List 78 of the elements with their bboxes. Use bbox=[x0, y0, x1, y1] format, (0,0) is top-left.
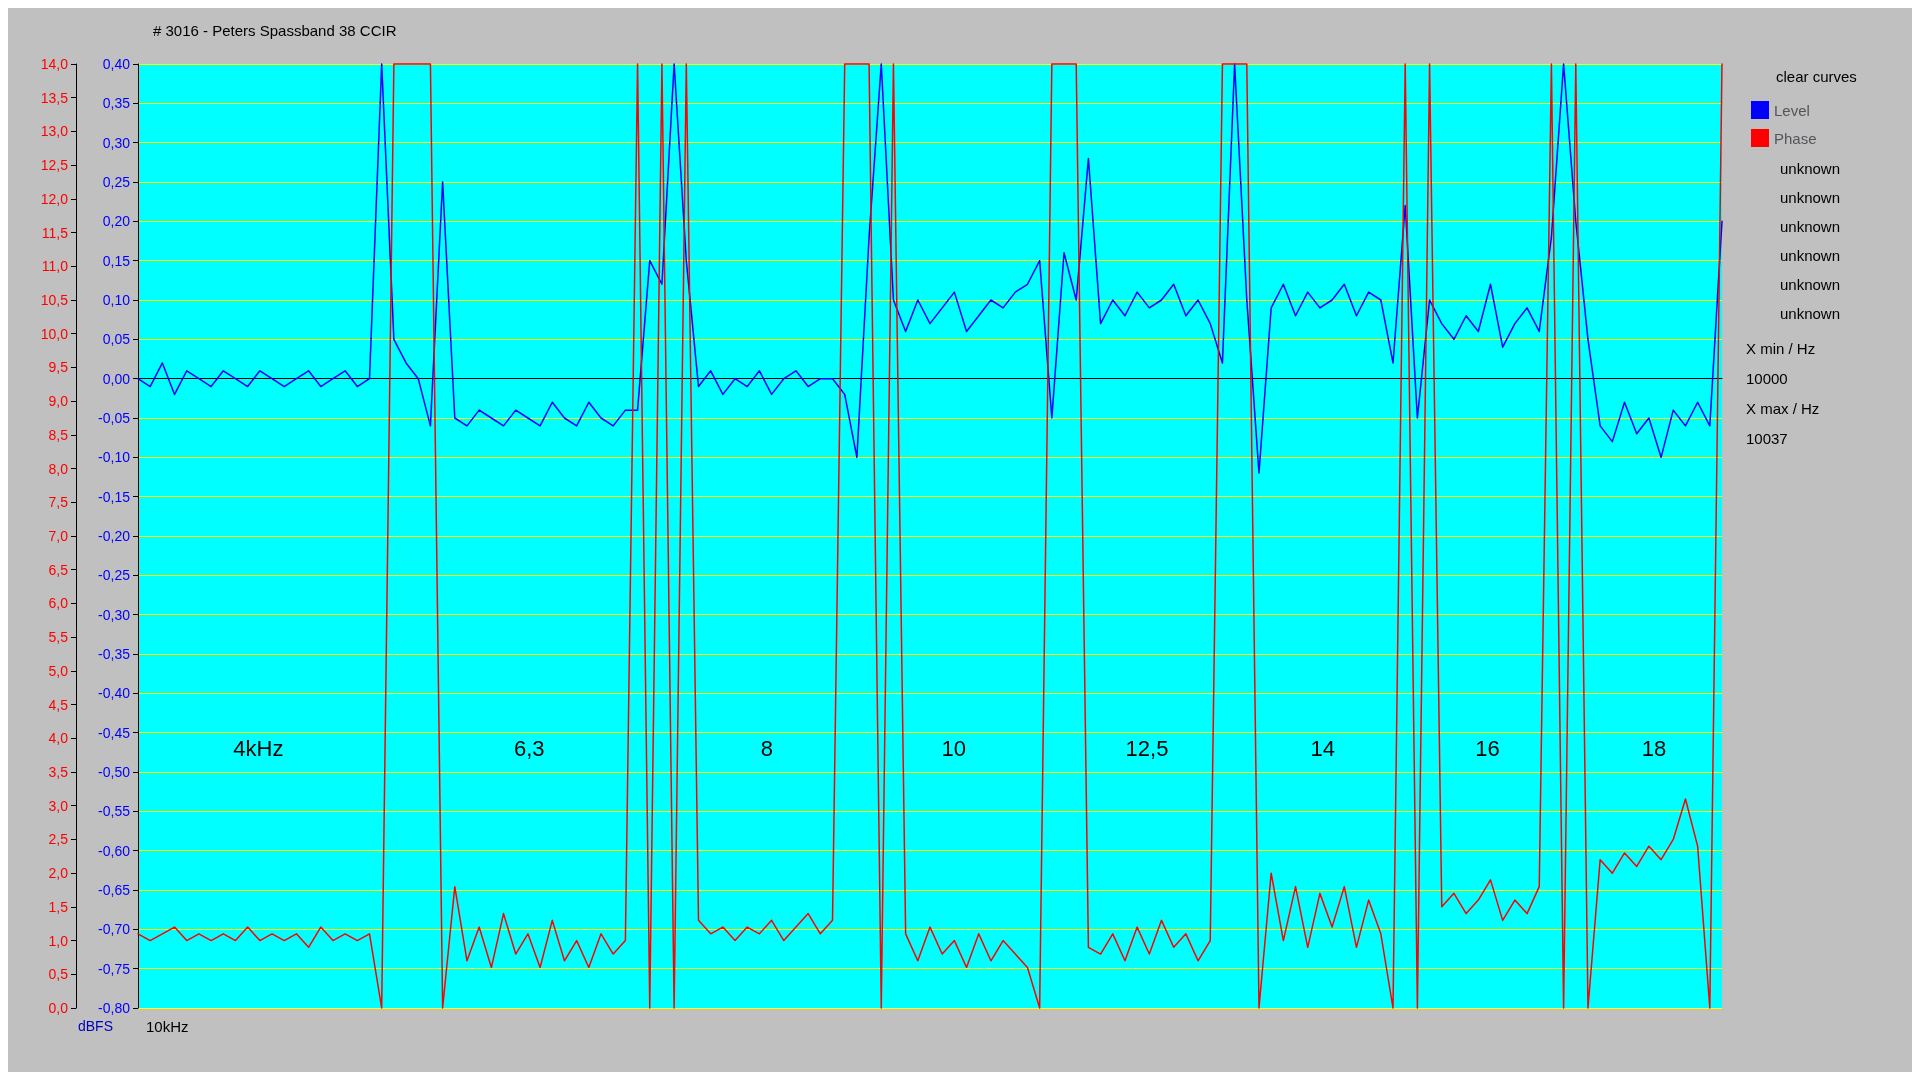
y2-tick-label: 3,5 bbox=[48, 764, 69, 780]
text: unknown bbox=[1780, 159, 1841, 177]
text: unknown bbox=[1780, 275, 1841, 293]
annotation: 14 bbox=[1310, 735, 1336, 761]
text: unknown bbox=[1780, 188, 1841, 206]
y-tick-label: -0,45 bbox=[98, 724, 131, 741]
y-tick-label: -0,15 bbox=[98, 488, 131, 505]
y-tick-label: 0,25 bbox=[102, 174, 131, 190]
annotation: 4kHz bbox=[233, 735, 284, 761]
text: unknown bbox=[1780, 304, 1841, 322]
annotation: 6,3 bbox=[513, 735, 545, 761]
y-tick-label: -0,35 bbox=[98, 646, 131, 662]
y-tick-label: -0,60 bbox=[98, 842, 131, 859]
y-tick-label: 0,30 bbox=[102, 134, 131, 151]
annotation: 8 bbox=[760, 735, 773, 761]
y-tick-label: 0,20 bbox=[102, 213, 131, 230]
y-tick-label: -0,70 bbox=[98, 921, 131, 938]
y-tick-label: -0,05 bbox=[98, 410, 131, 426]
text: unknown bbox=[1780, 217, 1841, 235]
y-tick-label: 0,40 bbox=[102, 56, 131, 72]
y-tick-label: -0,50 bbox=[98, 764, 131, 780]
y2-tick-label: 3,0 bbox=[48, 797, 69, 814]
y2-tick-label: 13,0 bbox=[40, 123, 69, 140]
y2-tick-label: 11,5 bbox=[41, 224, 69, 241]
y2-tick-label: 2,0 bbox=[48, 865, 69, 882]
y2-tick-label: 6,0 bbox=[48, 595, 69, 612]
y2-tick-label: 10,0 bbox=[40, 325, 69, 342]
text: X max / Hz bbox=[1746, 399, 1820, 417]
y2-tick-label: 13,5 bbox=[40, 89, 69, 106]
y2-tick-label: 5,5 bbox=[48, 629, 69, 646]
y-tick-label: -0,80 bbox=[98, 1000, 131, 1016]
y2-tick-label: 4,5 bbox=[48, 696, 69, 713]
y2-tick-label: 1,0 bbox=[48, 932, 69, 949]
y-tick-label: 0,00 bbox=[102, 370, 131, 387]
text: 10037 bbox=[1746, 429, 1788, 447]
y-axis-title: dBFS bbox=[78, 1018, 114, 1034]
text: 10kHz bbox=[146, 1017, 189, 1035]
y-tick-label: 0,15 bbox=[102, 252, 131, 269]
y2-tick-label: 7,5 bbox=[48, 494, 69, 511]
y2-tick-label: 7,0 bbox=[48, 528, 69, 544]
y2-tick-label: 5,0 bbox=[48, 662, 69, 679]
y2-tick-label: 8,5 bbox=[48, 426, 69, 443]
annotation: 18 bbox=[1641, 735, 1667, 761]
y2-tick-label: 11,0 bbox=[41, 258, 69, 275]
text: unknown bbox=[1780, 246, 1841, 264]
y-tick-label: -0,20 bbox=[98, 528, 131, 544]
y2-tick-label: 12,5 bbox=[40, 157, 69, 174]
y2-tick-label: 1,5 bbox=[48, 898, 69, 915]
y2-tick-label: 12,0 bbox=[40, 190, 69, 207]
text: 10000 bbox=[1746, 369, 1788, 387]
y-tick-label: -0,10 bbox=[98, 449, 131, 466]
y2-tick-label: 10,5 bbox=[40, 292, 69, 308]
y-tick-label: -0,30 bbox=[98, 606, 131, 623]
y2-tick-label: 9,0 bbox=[48, 393, 69, 410]
legend-label: Phase bbox=[1774, 129, 1817, 147]
y-tick-label: -0,65 bbox=[98, 882, 131, 898]
y-tick-label: 0,05 bbox=[102, 331, 131, 348]
y-tick-label: -0,25 bbox=[98, 567, 131, 584]
text: X min / Hz bbox=[1746, 339, 1816, 357]
legend-label: Level bbox=[1774, 101, 1810, 119]
annotation: 16 bbox=[1475, 735, 1500, 761]
y-tick-label: -0,75 bbox=[98, 960, 131, 977]
y2-tick-label: 2,5 bbox=[48, 831, 69, 848]
y-tick-label: 0,10 bbox=[102, 292, 131, 308]
y2-tick-label: 0,5 bbox=[48, 966, 69, 983]
y2-tick-label: 6,5 bbox=[48, 561, 69, 578]
y-tick-label: -0,55 bbox=[98, 803, 131, 820]
y2-tick-label: 14,0 bbox=[40, 56, 69, 72]
annotation: 10 bbox=[941, 735, 966, 761]
y2-tick-label: 9,5 bbox=[48, 359, 69, 376]
y-tick-label: 0,35 bbox=[102, 95, 131, 112]
y-tick-label: -0,40 bbox=[98, 685, 131, 702]
y2-tick-label: 8,0 bbox=[48, 460, 69, 477]
chart-title: # 3016 - Peters Spassband 38 CCIR bbox=[153, 22, 397, 39]
annotation: 12,5 bbox=[1125, 735, 1169, 761]
text: clear curves bbox=[1776, 67, 1857, 85]
y2-tick-label: 0,0 bbox=[48, 1000, 69, 1016]
y2-tick-label: 4,0 bbox=[48, 730, 69, 747]
